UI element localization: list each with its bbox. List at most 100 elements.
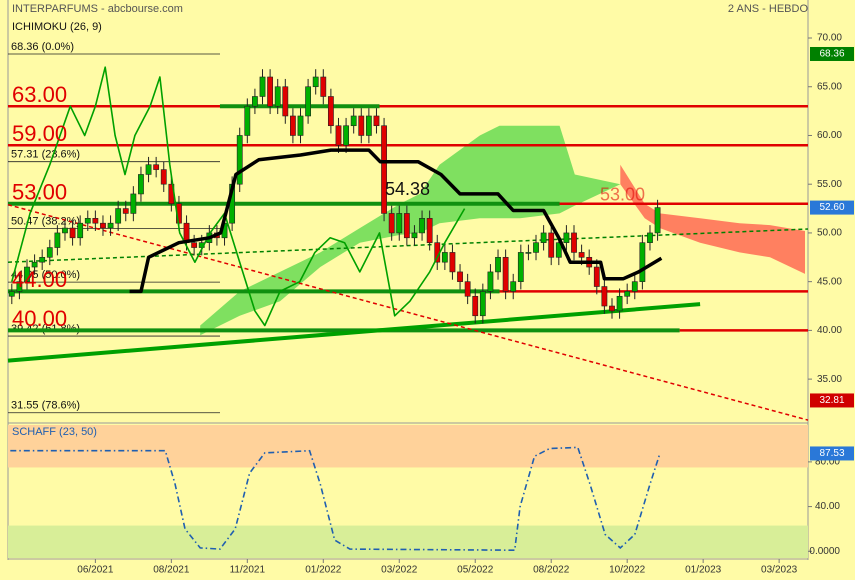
candle-body [533, 242, 539, 253]
y-tick-label: 40.00 [815, 501, 840, 512]
y-tick-label: 40.00 [817, 325, 842, 336]
candle-body [153, 164, 160, 170]
y-tick-label: 70.00 [817, 33, 842, 44]
candle-body [525, 252, 532, 254]
y-tick-label: 65.00 [817, 81, 842, 92]
y-tick-label: 55.00 [817, 179, 842, 190]
level-label: 40.00 [12, 306, 67, 331]
candle-body [441, 252, 448, 263]
candle-body [578, 252, 585, 258]
candle-body [449, 252, 456, 273]
candle-body [115, 208, 122, 224]
candle-body [138, 174, 144, 195]
zone-band [8, 425, 808, 468]
target-label: 53.00 [600, 184, 645, 204]
candle-body [510, 281, 517, 292]
period-label: 2 ANS - HEBDO [728, 3, 809, 15]
candle-body [403, 213, 410, 239]
candle-body [495, 256, 501, 273]
candle-body [122, 208, 129, 214]
indicator-label: ICHIMOKU (26, 9) [12, 21, 102, 33]
candle-body [39, 256, 46, 263]
price-badge-label: 32.81 [819, 395, 844, 406]
candle-body [464, 281, 471, 297]
candle-body [343, 125, 349, 146]
x-tick-label: 01/2022 [305, 565, 342, 576]
candle-body [130, 193, 137, 214]
candle-body [305, 86, 311, 117]
y-tick-label: 50.00 [817, 228, 842, 239]
candle-body [297, 115, 304, 136]
candle-body [282, 86, 289, 117]
plot-layer: 35.00 40.00 45.00 50.00 55.00 60.00 65.00 70.00… [7, 33, 854, 576]
candle-body [290, 115, 296, 136]
candle-body [69, 227, 76, 239]
x-tick-label: 05/2022 [457, 565, 494, 576]
candle-body [160, 169, 167, 185]
level-label: 53.00 [12, 180, 67, 205]
x-tick-label: 08/2021 [153, 565, 190, 576]
fib-label: 31.55 (78.6%) [11, 400, 80, 412]
level-label: 59.00 [12, 121, 67, 146]
fib-label: 68.36 (0.0%) [11, 41, 74, 53]
level-label: 44.00 [12, 267, 67, 292]
y-tick-label: 0.0000 [809, 546, 840, 557]
x-tick-label: 03/2023 [761, 565, 798, 576]
y-tick-label: 35.00 [817, 374, 842, 385]
candle-body [457, 271, 463, 282]
candle-body [502, 256, 509, 292]
y-tick-label: 60.00 [817, 130, 842, 141]
candle-body [259, 76, 266, 97]
indicator-line [7, 203, 809, 421]
schaff-label: SCHAFF (23, 50) [12, 426, 97, 438]
candle-body [609, 305, 615, 312]
candle-body [601, 286, 608, 307]
ichimoku-cloud [200, 125, 621, 336]
candle-body [244, 105, 251, 136]
x-tick-label: 10/2022 [609, 565, 646, 576]
candle-body [388, 213, 395, 234]
candle-body [381, 125, 387, 214]
candle-body [77, 222, 84, 239]
candle-body [411, 232, 418, 239]
candle-body [647, 232, 653, 243]
value-badge-label: 87.53 [819, 448, 844, 459]
candle-body [426, 218, 433, 243]
zone-band [8, 525, 808, 558]
candle-body [624, 291, 631, 297]
candle-body [320, 76, 327, 97]
candle-body [593, 266, 600, 287]
candle-body [62, 227, 68, 234]
candle-body [31, 261, 38, 268]
candle-body [373, 115, 380, 127]
candle-body [46, 247, 53, 258]
y-tick-label: 45.00 [817, 276, 842, 287]
candle-body [548, 232, 555, 258]
price-badge [810, 393, 854, 408]
candle-body [327, 96, 334, 127]
candle-body [54, 232, 61, 248]
candle-body [639, 242, 646, 282]
candle-body [358, 115, 365, 136]
candle-body [267, 76, 274, 107]
candle-body [84, 218, 91, 224]
candle-body [616, 295, 623, 312]
indicator-line [129, 148, 663, 294]
candle-body [472, 295, 479, 317]
candle-body [479, 291, 486, 317]
candle-body [654, 207, 661, 234]
candle-body [107, 222, 114, 229]
x-tick-label: 03/2022 [381, 565, 418, 576]
candle-body [563, 232, 570, 243]
candle-body [8, 291, 15, 297]
candle-body [350, 115, 357, 127]
price-badge-label: 68.36 [819, 49, 844, 60]
candle-body [571, 232, 577, 253]
price-badge-label: 52.60 [819, 202, 844, 213]
candle-body [92, 218, 99, 224]
ichimoku-cloud [620, 164, 805, 274]
candle-body [16, 281, 23, 292]
price-badge [810, 46, 854, 61]
candle-body [540, 232, 547, 243]
